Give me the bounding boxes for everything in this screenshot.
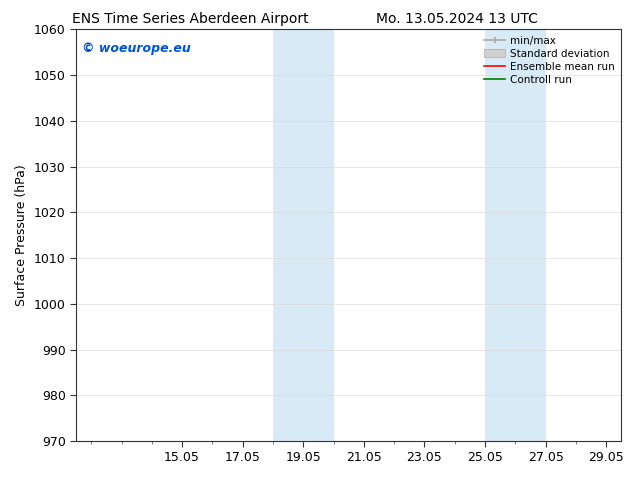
- Bar: [303, 29, 333, 441]
- Bar: [273, 29, 303, 441]
- Text: ENS Time Series Aberdeen Airport: ENS Time Series Aberdeen Airport: [72, 12, 309, 26]
- Bar: [515, 29, 546, 441]
- Text: Mo. 13.05.2024 13 UTC: Mo. 13.05.2024 13 UTC: [375, 12, 538, 26]
- Bar: [485, 29, 515, 441]
- Y-axis label: Surface Pressure (hPa): Surface Pressure (hPa): [15, 164, 29, 306]
- Legend: min/max, Standard deviation, Ensemble mean run, Controll run: min/max, Standard deviation, Ensemble me…: [480, 31, 619, 89]
- Text: © woeurope.eu: © woeurope.eu: [82, 42, 190, 55]
